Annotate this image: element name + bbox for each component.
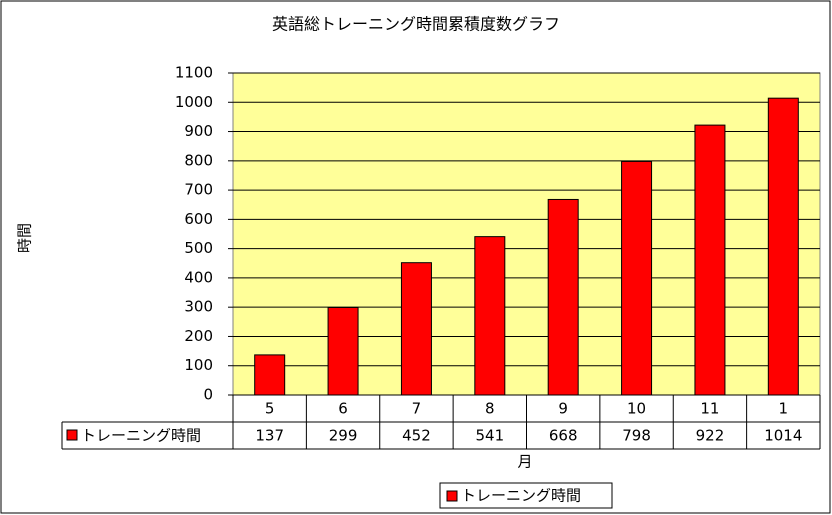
plot-area — [232, 72, 821, 396]
table-value: 668 — [549, 427, 578, 445]
legend-key — [66, 429, 78, 441]
table-value: 137 — [255, 427, 284, 445]
chart-title: 英語総トレーニング時間累積度数グラフ — [272, 15, 560, 34]
table-value: 541 — [475, 427, 504, 445]
y-tick-label: 0 — [203, 386, 213, 404]
y-tick-label: 700 — [184, 181, 213, 199]
table-value: 798 — [622, 427, 651, 445]
bar — [400, 262, 432, 396]
y-tick-label: 200 — [184, 327, 213, 345]
y-tick-label: 900 — [184, 122, 213, 140]
x-tick-label: 9 — [558, 400, 568, 418]
x-tick-label: 1 — [779, 400, 789, 418]
table-value: 922 — [696, 427, 725, 445]
y-tick-label: 300 — [184, 298, 213, 316]
bar — [694, 124, 726, 396]
table-row-header: トレーニング時間 — [81, 427, 201, 445]
y-tick-label: 800 — [184, 151, 213, 169]
y-axis-label: 時間 — [16, 223, 34, 253]
y-tick-label: 500 — [184, 239, 213, 257]
y-tick-label: 600 — [184, 210, 213, 228]
y-tick-label: 1100 — [175, 64, 213, 82]
x-axis-label: 月 — [517, 453, 532, 471]
table-value: 452 — [402, 427, 431, 445]
x-tick-label: 10 — [627, 400, 646, 418]
x-tick-label: 5 — [265, 400, 275, 418]
x-tick-label: 11 — [700, 400, 719, 418]
legend-box — [439, 482, 613, 509]
legend-label: トレーニング時間 — [461, 487, 581, 505]
bar — [254, 354, 286, 396]
table-value: 299 — [329, 427, 358, 445]
y-tick-label: 400 — [184, 268, 213, 286]
table-value: 1014 — [764, 427, 802, 445]
bar — [327, 306, 359, 396]
bar — [547, 198, 579, 396]
x-tick-label: 8 — [485, 400, 495, 418]
x-tick-label: 7 — [412, 400, 422, 418]
bar — [621, 160, 653, 396]
bar — [767, 97, 799, 396]
bar — [474, 236, 506, 396]
legend-key — [446, 490, 458, 502]
y-tick-label: 100 — [184, 356, 213, 374]
y-tick-label: 1000 — [175, 93, 213, 111]
x-tick-label: 6 — [338, 400, 348, 418]
